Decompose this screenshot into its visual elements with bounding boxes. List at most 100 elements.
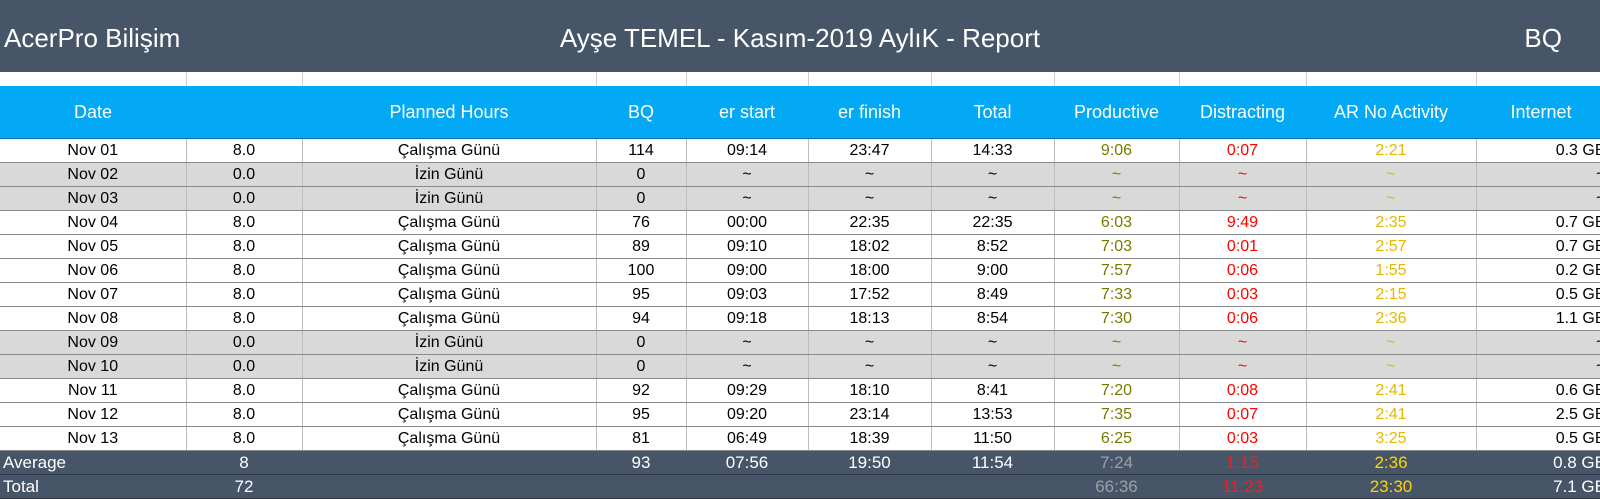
cell-start: 09:10 (686, 234, 809, 259)
column-header-hours[interactable] (186, 86, 302, 139)
cell-bq: 95 (596, 402, 687, 427)
column-header-start[interactable]: er start (686, 86, 808, 139)
cell-finish: 18:39 (808, 426, 932, 451)
cell-bq: 81 (596, 426, 687, 451)
cell-finish: 18:10 (808, 378, 932, 403)
cell-ar-no-activity: 2:41 (1306, 378, 1477, 403)
cell-ar-no-activity: ~ (1306, 330, 1477, 355)
cell-internet: 0.5 GB (1476, 282, 1600, 307)
table-row[interactable]: Nov 05 8.0 Çalışma Günü 89 09:10 18:02 8:52 7:0… (0, 234, 1600, 259)
cell-internet: ~ (1476, 330, 1600, 355)
cell-date: Nov 01 (0, 138, 187, 163)
cell-date: Nov 02 (0, 162, 187, 187)
cell-hours: 8.0 (186, 234, 303, 259)
cell-finish: ~ (808, 354, 932, 379)
table-row[interactable]: Nov 13 8.0 Çalışma Günü 81 06:49 18:39 11:50 6:… (0, 426, 1600, 451)
total-hours: 72 (186, 474, 302, 499)
total-productive: 66:36 (1054, 474, 1179, 499)
table-row[interactable]: Nov 04 8.0 Çalışma Günü 76 00:00 22:35 22:35 6:… (0, 210, 1600, 235)
table-row[interactable]: Nov 07 8.0 Çalışma Günü 95 09:03 17:52 8:49 7:3… (0, 282, 1600, 307)
cell-date: Nov 10 (0, 354, 187, 379)
total-ar: 23:30 (1306, 474, 1476, 499)
cell-start: 09:29 (686, 378, 809, 403)
cell-bq: 114 (596, 138, 687, 163)
column-header-total[interactable]: Total (931, 86, 1054, 139)
report-table: Date Planned Hours BQ er start er finish… (0, 86, 1600, 499)
table-row[interactable]: Nov 11 8.0 Çalışma Günü 92 09:29 18:10 8:41 7:2… (0, 378, 1600, 403)
cell-date: Nov 05 (0, 234, 187, 259)
cell-total: 8:54 (931, 306, 1055, 331)
spacer-divider (1054, 72, 1055, 86)
cell-planned: İzin Günü (302, 330, 597, 355)
cell-bq: 92 (596, 378, 687, 403)
cell-start: 09:20 (686, 402, 809, 427)
cell-bq: 100 (596, 258, 687, 283)
spacer-divider (1306, 72, 1307, 86)
cell-total: ~ (931, 354, 1055, 379)
column-header-distracting[interactable]: Distracting (1179, 86, 1306, 139)
cell-planned: Çalışma Günü (302, 402, 597, 427)
column-header-finish[interactable]: er finish (808, 86, 931, 139)
cell-distracting: ~ (1179, 186, 1307, 211)
average-start: 07:56 (686, 450, 808, 475)
average-total: 11:54 (931, 450, 1054, 475)
cell-ar-no-activity: 2:41 (1306, 402, 1477, 427)
column-header-ar-no-activity[interactable]: AR No Activity (1306, 86, 1476, 139)
cell-distracting: 0:01 (1179, 234, 1307, 259)
column-header-productive[interactable]: Productive (1054, 86, 1179, 139)
cell-planned: Çalışma Günü (302, 306, 597, 331)
cell-finish: ~ (808, 162, 932, 187)
report-title: Ayşe TEMEL - Kasım-2019 AylıK - Report (559, 23, 1041, 53)
cell-total: 22:35 (931, 210, 1055, 235)
cell-productive: 7:30 (1054, 306, 1180, 331)
cell-internet: 0.5 GB (1476, 426, 1600, 451)
cell-planned: İzin Günü (302, 162, 597, 187)
column-header-bq[interactable]: BQ (596, 86, 686, 139)
cell-productive: ~ (1054, 186, 1180, 211)
column-header-date[interactable]: Date (0, 86, 186, 139)
cell-internet: 2.5 GB (1476, 402, 1600, 427)
spacer-divider (1476, 72, 1477, 86)
table-row[interactable]: Nov 06 8.0 Çalışma Günü 100 09:00 18:00 9:00 7:… (0, 258, 1600, 283)
cell-start: 09:03 (686, 282, 809, 307)
average-finish: 19:50 (808, 450, 931, 475)
cell-internet: 1.1 GB (1476, 306, 1600, 331)
cell-planned: İzin Günü (302, 354, 597, 379)
cell-total: 14:33 (931, 138, 1055, 163)
cell-hours: 8.0 (186, 258, 303, 283)
cell-productive: 7:57 (1054, 258, 1180, 283)
spacer-divider (1179, 72, 1180, 86)
cell-date: Nov 13 (0, 426, 187, 451)
table-row[interactable]: Nov 01 8.0 Çalışma Günü 114 09:14 23:47 14:33 9… (0, 138, 1600, 163)
cell-productive: 9:06 (1054, 138, 1180, 163)
cell-hours: 0.0 (186, 354, 303, 379)
cell-planned: İzin Günü (302, 186, 597, 211)
cell-total: 9:00 (931, 258, 1055, 283)
cell-date: Nov 06 (0, 258, 187, 283)
table-row[interactable]: Nov 08 8.0 Çalışma Günü 94 09:18 18:13 8:54 7:3… (0, 306, 1600, 331)
cell-ar-no-activity: 3:25 (1306, 426, 1477, 451)
cell-start: ~ (686, 162, 809, 187)
cell-distracting: ~ (1179, 330, 1307, 355)
cell-bq: 89 (596, 234, 687, 259)
column-header-planned-hours[interactable]: Planned Hours (302, 86, 596, 139)
average-label: Average (0, 450, 186, 475)
total-distracting: 11:23 (1179, 474, 1306, 499)
total-start (686, 474, 808, 499)
spacer-divider (931, 72, 932, 86)
header-right-label: BQ (1524, 23, 1562, 53)
cell-productive: 7:20 (1054, 378, 1180, 403)
column-header-internet[interactable]: Internet (1476, 86, 1600, 139)
table-row[interactable]: Nov 12 8.0 Çalışma Günü 95 09:20 23:14 13:53 7:… (0, 402, 1600, 427)
cell-ar-no-activity: ~ (1306, 354, 1477, 379)
cell-total: 11:50 (931, 426, 1055, 451)
cell-distracting: 0:07 (1179, 402, 1307, 427)
cell-hours: 8.0 (186, 378, 303, 403)
cell-date: Nov 03 (0, 186, 187, 211)
total-row: Total 72 66:36 11:23 23:30 7.1 GB (0, 474, 1600, 499)
spacer-divider (186, 72, 187, 86)
